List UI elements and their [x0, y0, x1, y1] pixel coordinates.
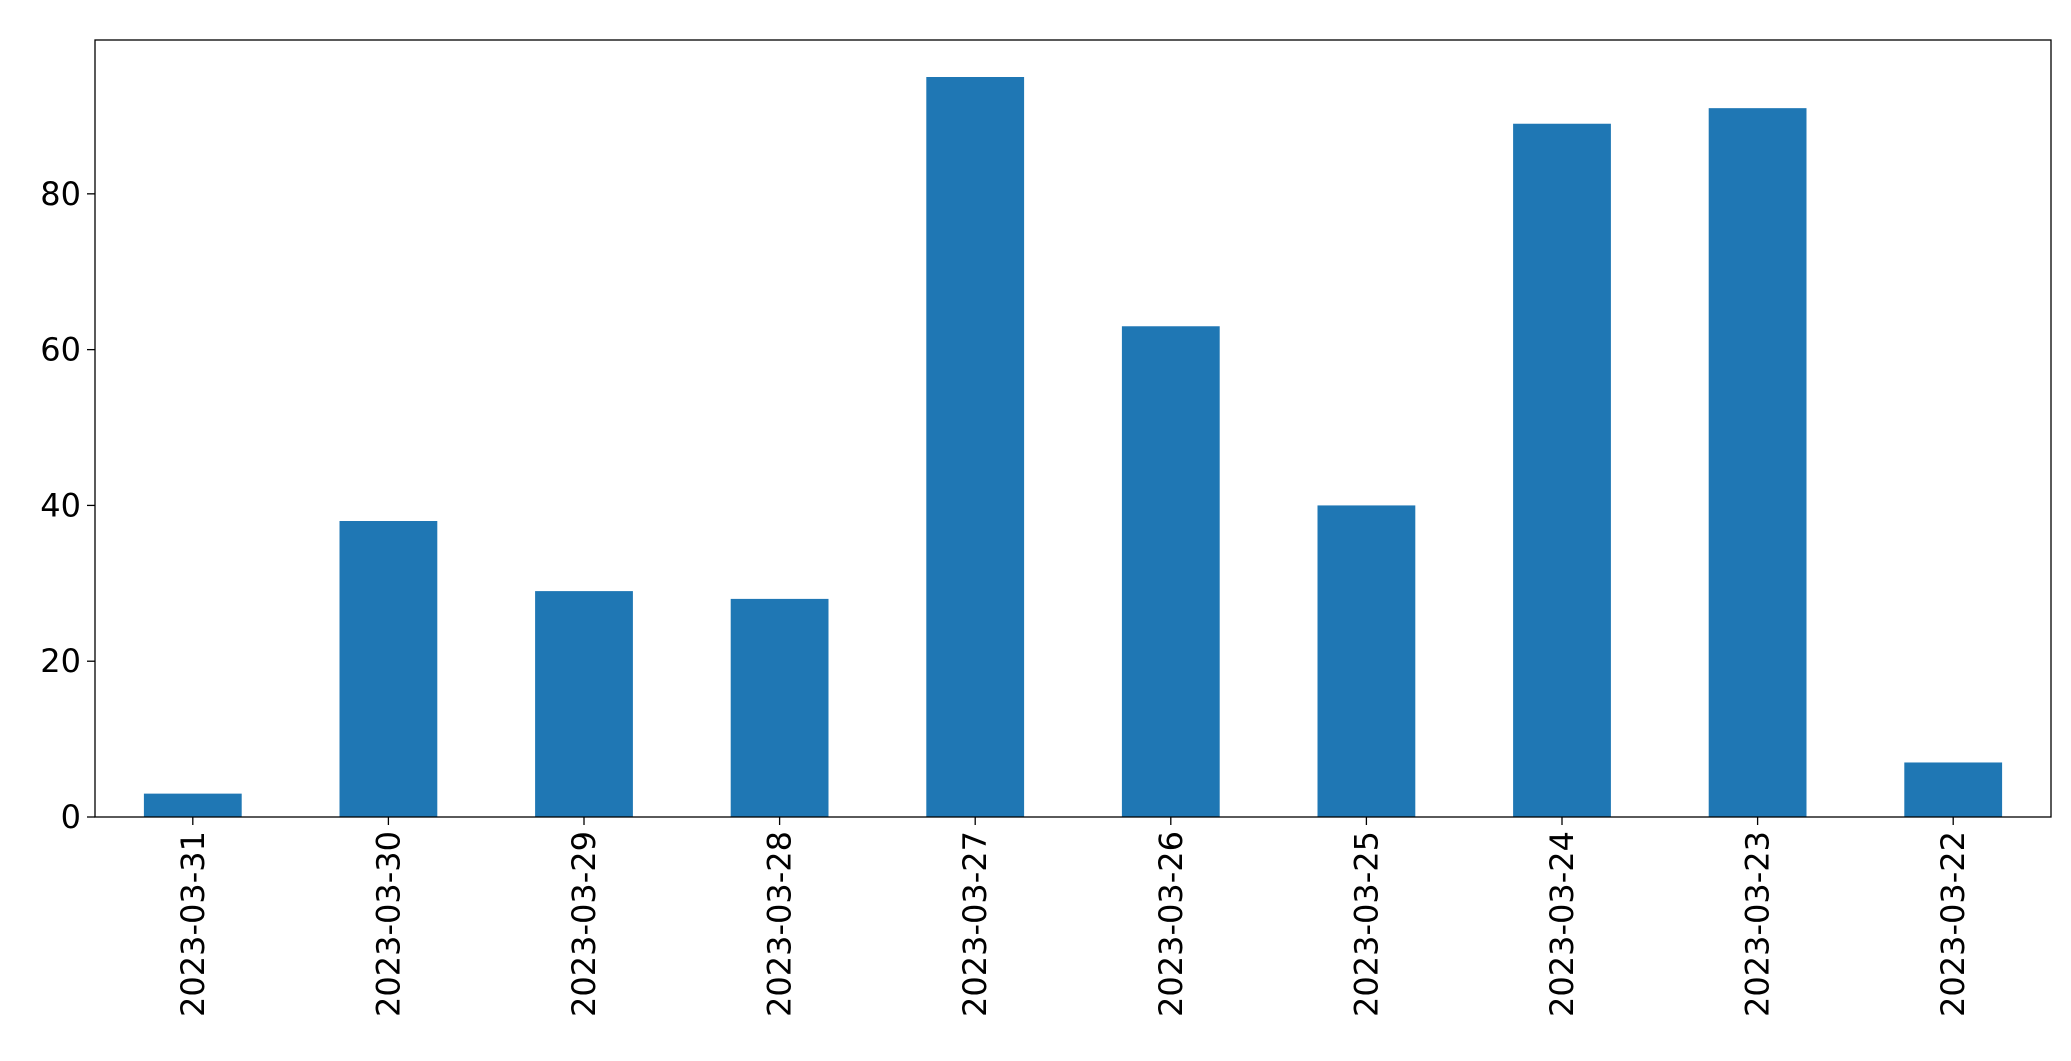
x-tick-label: 2023-03-23	[1739, 831, 1777, 1017]
y-tick-label: 60	[40, 331, 81, 369]
x-tick-label: 2023-03-26	[1152, 831, 1190, 1017]
y-tick-label: 40	[40, 486, 81, 524]
bar	[1904, 762, 2003, 817]
x-tick-label: 2023-03-24	[1543, 831, 1581, 1017]
x-tick-label: 2023-03-22	[1934, 831, 1972, 1017]
bar	[1317, 505, 1416, 817]
x-tick-label: 2023-03-27	[956, 831, 994, 1017]
bar	[1708, 108, 1807, 817]
y-tick-label: 0	[61, 798, 81, 836]
bar	[1121, 326, 1220, 817]
x-tick-label: 2023-03-28	[761, 831, 799, 1017]
y-tick-label: 20	[40, 642, 81, 680]
bar	[1513, 123, 1611, 818]
x-tick-label: 2023-03-29	[565, 831, 603, 1017]
y-tick-label: 80	[40, 175, 81, 213]
x-tick-label: 2023-03-31	[174, 831, 212, 1017]
x-tick-label: 2023-03-30	[369, 831, 407, 1017]
bar	[535, 591, 633, 817]
bar	[339, 521, 438, 817]
x-tick-label: 2023-03-25	[1347, 831, 1385, 1017]
bar	[143, 793, 242, 817]
bar	[730, 598, 829, 817]
plot-frame	[94, 39, 2052, 818]
bar	[926, 77, 1025, 817]
